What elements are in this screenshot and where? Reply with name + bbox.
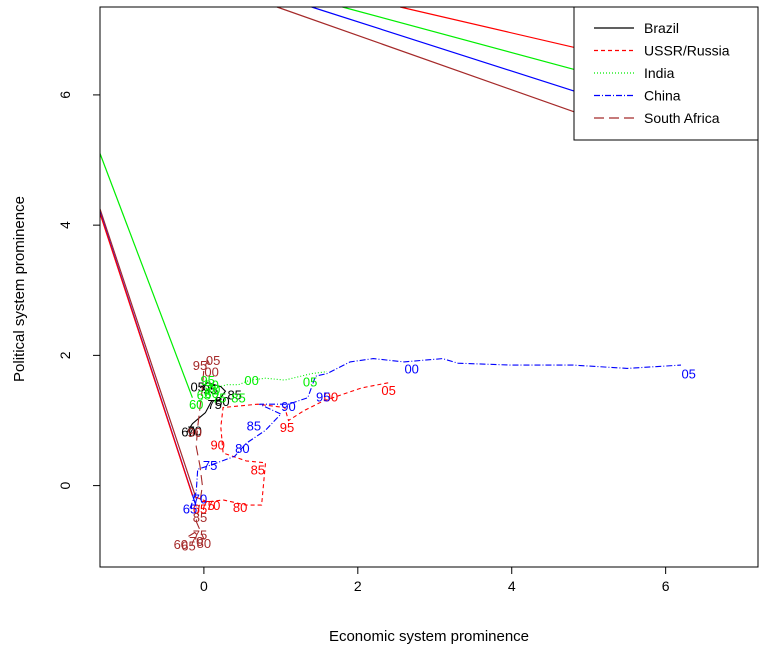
point-label-south-africa-60: 60 [174,537,188,552]
y-axis: 0 2 4 6 [57,91,100,489]
x-tick-label: 6 [662,578,670,594]
point-label-ussr-russia-00: 00 [324,389,338,404]
point-label-china-95: 95 [316,389,330,404]
point-label-china-05: 05 [681,367,695,382]
diagonal-line-7 [276,6,597,121]
point-label-south-africa-90: 90 [187,425,201,440]
legend-label-ussr-russia: USSR/Russia [644,43,730,59]
point-label-south-africa-80: 80 [197,536,211,551]
legend-label-india: India [644,65,675,81]
series-line-brazil [186,382,227,433]
legend-label-china: China [644,88,681,104]
point-label-china-85: 85 [247,419,261,434]
point-label-ussr-russia-05: 05 [381,383,395,398]
point-label-india-05: 05 [303,374,317,389]
point-label-india-95: 95 [200,373,214,388]
point-label-india-60: 60 [189,397,203,412]
point-label-india-70: 70 [206,382,220,397]
x-axis-label: Economic system prominence [329,628,529,645]
point-label-india-90: 90 [204,378,218,393]
point-label-brazil-75: 75 [207,397,221,412]
point-label-india-75: 75 [212,391,226,406]
point-label-south-africa-95: 95 [193,358,207,373]
series-line-china [189,358,682,509]
point-label-brazil-85: 85 [227,387,241,402]
x-tick-label: 2 [354,578,362,594]
diagonal-line-2 [99,213,193,496]
point-label-china-90: 90 [281,399,295,414]
point-label-brazil-70: 70 [187,423,201,438]
x-axis: 0 2 4 6 [200,566,670,594]
diagonal-line-0 [99,208,197,499]
diagonal-line-4 [399,6,597,54]
diagonal-line-5 [342,6,597,76]
y-tick-label: 0 [57,481,73,489]
point-label-south-africa-75: 75 [193,527,207,542]
point-label-china-80: 80 [235,441,249,456]
series-line-ussr-russia [195,382,389,506]
point-label-brazil-80: 80 [215,394,229,409]
legend-box [573,6,759,141]
point-label-brazil-95: 95 [203,382,217,397]
diagonal-line-6 [311,6,597,99]
point-label-china-70: 70 [193,492,207,507]
y-tick-label: 4 [57,221,73,229]
legend: Brazil USSR/Russia India China South Africa [573,6,759,141]
point-label-ussr-russia-80: 80 [233,500,247,515]
point-label-ussr-russia-75: 75 [200,498,214,513]
data-layer [99,6,682,540]
point-label-south-africa-70: 70 [189,534,203,549]
point-label-china-65: 65 [183,501,197,516]
legend-label-brazil: Brazil [644,20,679,36]
series-line-south-africa [188,359,213,540]
y-tick-label: 6 [57,91,73,99]
point-label-south-africa-85: 85 [193,510,207,525]
point-label-china-00: 00 [404,361,418,376]
point-label-brazil-60: 60 [181,425,195,440]
point-label-india-65: 65 [197,387,211,402]
point-label-south-africa-05: 05 [206,353,220,368]
point-label-south-africa-00: 00 [204,365,218,380]
point-label-ussr-russia-90: 90 [210,438,224,453]
diagonal-line-3 [99,153,193,398]
point-label-china-75: 75 [203,458,217,473]
x-tick-label: 0 [200,578,208,594]
point-label-south-africa-65: 65 [181,539,195,554]
point-label-india-80: 80 [204,386,218,401]
point-label-india-85: 85 [231,391,245,406]
legend-label-south-africa: South Africa [644,110,720,126]
point-label-ussr-russia-95: 95 [280,420,294,435]
point-label-ussr-russia-70: 70 [206,498,220,513]
x-tick-label: 4 [508,578,516,594]
point-label-ussr-russia-85: 85 [251,462,265,477]
y-tick-label: 2 [57,351,73,359]
point-label-brazil-05: 05 [190,380,204,395]
y-axis-label: Political system prominence [11,196,28,382]
point-label-ussr-russia-65: 65 [193,501,207,516]
point-label-india-00: 00 [244,373,258,388]
